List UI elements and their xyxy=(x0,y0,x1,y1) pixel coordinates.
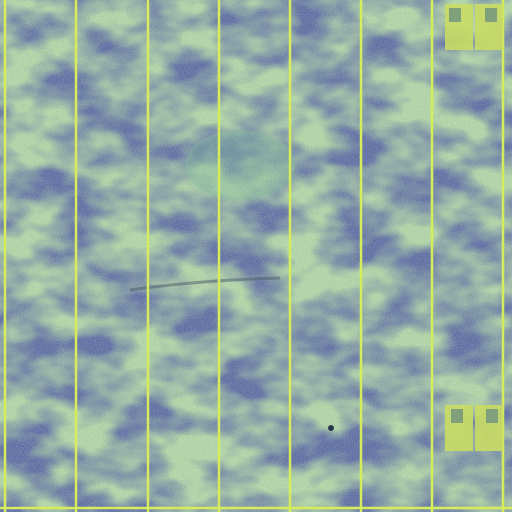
streak xyxy=(129,276,281,292)
pad-window xyxy=(451,409,463,423)
pad-bottom xyxy=(445,405,503,451)
pad-window xyxy=(486,409,498,423)
pad-window xyxy=(449,8,461,22)
pad-top xyxy=(445,4,503,50)
spot xyxy=(328,425,334,431)
pad-window xyxy=(485,8,497,22)
